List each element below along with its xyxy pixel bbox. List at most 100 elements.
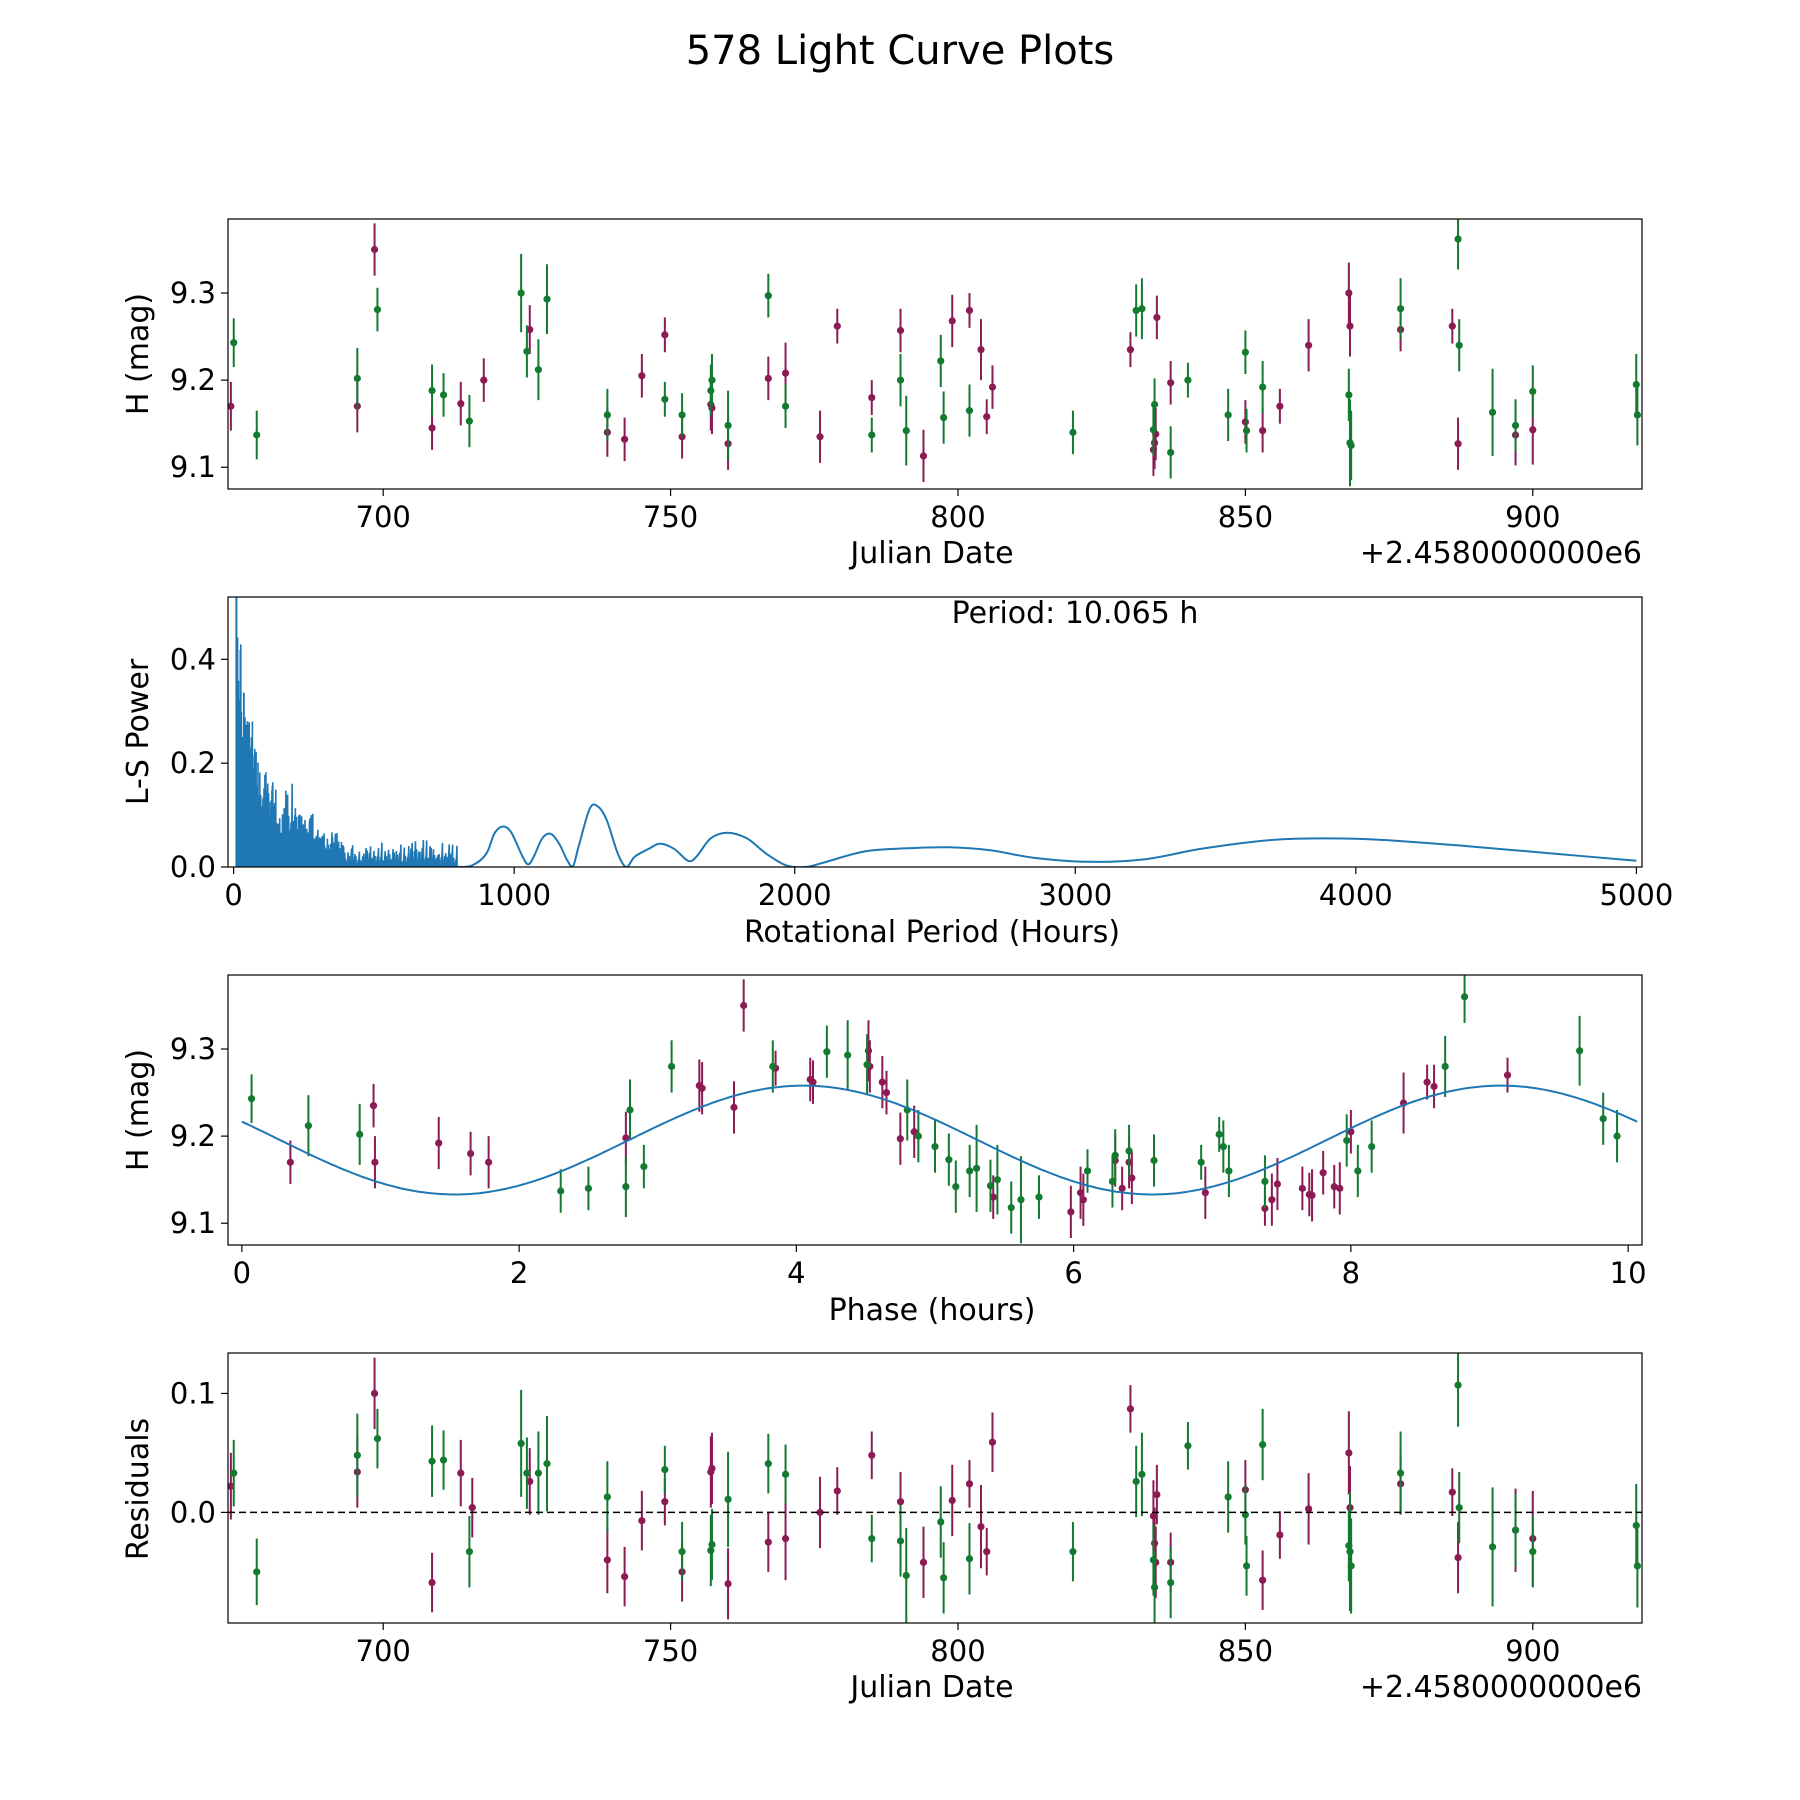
chart3-point bbox=[1111, 1151, 1119, 1159]
chart1-xtick-label: 800 bbox=[930, 500, 985, 534]
chart4-point bbox=[1396, 1469, 1405, 1477]
chart3-point bbox=[1079, 1196, 1087, 1204]
chart1-point bbox=[965, 407, 974, 415]
chart3-point bbox=[1399, 1099, 1408, 1107]
chart4-point bbox=[661, 1465, 669, 1474]
chart3-point bbox=[740, 1001, 748, 1010]
chart3-point bbox=[1150, 1156, 1158, 1165]
chart3-point bbox=[1007, 1203, 1015, 1212]
chart1-series-red bbox=[228, 223, 1537, 483]
chart4-point bbox=[781, 1470, 790, 1478]
chart4-frame bbox=[227, 1352, 1643, 1624]
chart4-point bbox=[661, 1498, 669, 1506]
chart3-point bbox=[1017, 1196, 1025, 1204]
chart1-point bbox=[526, 326, 534, 334]
chart3-point bbox=[1308, 1191, 1316, 1199]
chart1-point bbox=[1345, 289, 1353, 297]
chart4-point bbox=[428, 1457, 436, 1465]
chart3-point bbox=[1503, 1071, 1512, 1079]
chart4-point bbox=[603, 1556, 611, 1564]
chart1-point bbox=[1241, 348, 1249, 356]
chart4-point bbox=[1511, 1526, 1520, 1534]
chart2-xlabel: Rotational Period (Hours) bbox=[744, 915, 1120, 950]
chart1-point bbox=[1633, 411, 1642, 419]
chart3-xtick-label: 10 bbox=[1610, 1256, 1647, 1290]
chart3-point bbox=[809, 1078, 817, 1086]
chart3-point bbox=[986, 1182, 995, 1190]
chart1-xtick-label: 900 bbox=[1505, 500, 1560, 534]
chart1-point bbox=[621, 435, 629, 443]
chart4-xtick-label: 750 bbox=[643, 1634, 698, 1668]
chart1-point bbox=[1242, 427, 1251, 435]
chart1-point bbox=[937, 357, 945, 365]
chart1-point bbox=[781, 369, 790, 377]
chart1-point bbox=[230, 339, 238, 347]
chart3-point bbox=[931, 1142, 939, 1151]
chart1-point bbox=[919, 452, 928, 460]
chart2-axes: 0 1000 2000 3000 4000 5000 0.0 0.2 0.4 bbox=[170, 642, 1673, 912]
chart4-point bbox=[1454, 1381, 1462, 1389]
chart3-point bbox=[1225, 1167, 1233, 1175]
chart4-point bbox=[1150, 1583, 1159, 1591]
chart3-point bbox=[1430, 1082, 1438, 1091]
chart4-point bbox=[1132, 1477, 1140, 1486]
chart1-point bbox=[708, 376, 716, 384]
chart2-ytick-label: 0.4 bbox=[170, 642, 216, 676]
chart2-series-line bbox=[457, 803, 1637, 867]
chart3-point bbox=[914, 1132, 922, 1140]
chart4-point bbox=[948, 1496, 956, 1505]
chart4-point bbox=[1184, 1442, 1192, 1450]
chart4-point bbox=[868, 1451, 876, 1459]
chart4-point bbox=[457, 1469, 465, 1477]
chart4-point bbox=[1529, 1534, 1537, 1543]
chart1-point bbox=[781, 402, 790, 410]
chart4-point bbox=[1347, 1562, 1355, 1570]
chart4-xtick-label: 850 bbox=[1218, 1634, 1273, 1668]
chart4-point bbox=[353, 1451, 361, 1459]
chart4-point bbox=[1149, 1512, 1158, 1520]
chart4-point bbox=[230, 1469, 238, 1477]
chart1-point bbox=[1347, 441, 1355, 450]
chart4-point bbox=[1454, 1553, 1462, 1562]
chart1-point bbox=[977, 346, 985, 354]
chart3-frame bbox=[227, 974, 1643, 1246]
chart4-point bbox=[526, 1477, 534, 1486]
chart1-point bbox=[1184, 376, 1192, 384]
chart4-point bbox=[1259, 1576, 1267, 1584]
chart1-point bbox=[724, 440, 732, 448]
chart1-point bbox=[353, 374, 361, 382]
chart4-ylabel: Residuals bbox=[121, 1418, 156, 1560]
chart2-frame bbox=[227, 596, 1643, 868]
chart3-point bbox=[557, 1187, 565, 1195]
chart4-point bbox=[253, 1568, 261, 1576]
chart4-series-green bbox=[230, 1353, 1642, 1623]
chart2-plot-area bbox=[235, 597, 1637, 867]
chart1-point bbox=[517, 289, 525, 297]
chart3-point bbox=[952, 1183, 960, 1191]
chart4-point bbox=[724, 1580, 732, 1588]
chart3-xtick-label: 0 bbox=[233, 1256, 251, 1290]
chart1-point bbox=[1241, 418, 1249, 426]
chart4-point bbox=[1455, 1504, 1463, 1512]
chart4-point bbox=[1150, 1539, 1159, 1547]
chart1-point bbox=[253, 431, 261, 439]
figure-title: 578 Light Curve Plots bbox=[685, 28, 1115, 74]
chart1-point bbox=[480, 376, 488, 384]
chart4-point bbox=[868, 1534, 876, 1543]
chart4-point bbox=[896, 1537, 905, 1545]
chart3-point bbox=[1613, 1132, 1621, 1140]
chart1-point bbox=[661, 395, 669, 403]
chart1-ytick-label: 9.1 bbox=[170, 450, 216, 484]
chart4-xtick-label: 900 bbox=[1505, 1634, 1560, 1668]
chart1-point bbox=[1346, 439, 1354, 447]
chart1-point bbox=[1305, 341, 1313, 349]
chart1-point bbox=[816, 433, 824, 441]
chart3-point bbox=[1268, 1196, 1276, 1204]
chart1-point bbox=[1529, 387, 1537, 396]
chart3-xtick-label: 4 bbox=[787, 1256, 805, 1290]
chart3-point bbox=[622, 1183, 630, 1191]
chart2-xtick-label: 2000 bbox=[758, 878, 832, 912]
